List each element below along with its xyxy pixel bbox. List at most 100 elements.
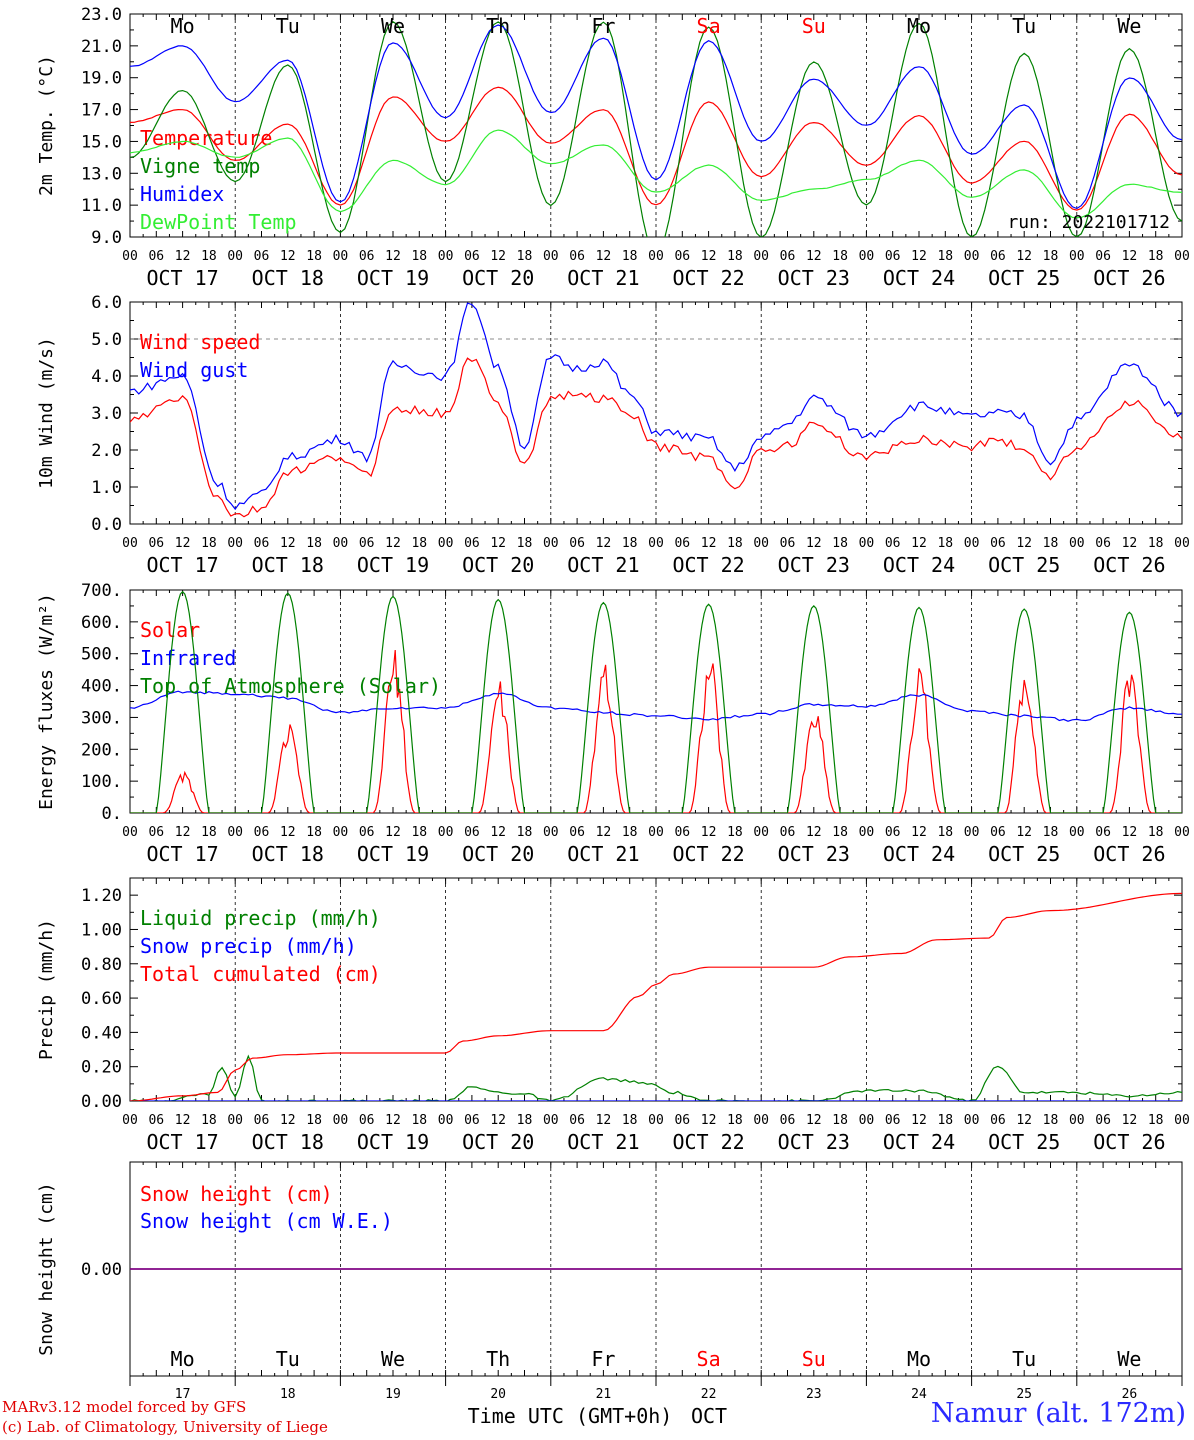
day-name: Tu: [1012, 14, 1036, 38]
legend-entry: Top of Atmosphere (Solar): [140, 674, 441, 698]
credit-model: MARv3.12 model forced by GFS: [2, 1398, 247, 1416]
y-axis-label: Precip (mm/h): [36, 919, 57, 1060]
date-label: OCT 17: [146, 842, 218, 866]
credit-lab: (c) Lab. of Climatology, University of L…: [2, 1418, 328, 1436]
date-label: OCT 19: [357, 1130, 429, 1154]
hour-tick-label: 06: [148, 536, 164, 551]
hour-tick-label: 12: [806, 249, 822, 264]
hour-tick-label: 00: [964, 1113, 980, 1128]
hour-tick-label: 06: [464, 825, 480, 840]
hour-tick-label: 06: [990, 536, 1006, 551]
hour-tick-label: 18: [832, 249, 848, 264]
hour-tick-label: 18: [1148, 536, 1164, 551]
x-axis-title: Time UTC (GMT+0h): [468, 1404, 673, 1428]
hour-tick-label: 06: [674, 249, 690, 264]
hour-tick-label: 00: [753, 1113, 769, 1128]
date-label: OCT 17: [146, 1130, 218, 1154]
y-axis-label: 10m Wind (m/s): [36, 337, 57, 489]
legend-entry: Snow height (cm): [140, 1182, 333, 1206]
legend-entry: DewPoint Temp: [140, 210, 297, 234]
y-tick-label: 0.00: [81, 1092, 122, 1112]
y-tick-label: 700.: [81, 581, 122, 601]
date-label: OCT 18: [252, 553, 324, 577]
hour-tick-label: 06: [1095, 249, 1111, 264]
y-tick-label: 13.0: [81, 164, 122, 184]
y-tick-label: 0.0: [91, 515, 122, 535]
legend-entry: Vigne temp: [140, 154, 260, 178]
hour-tick-label: 00: [122, 536, 138, 551]
day-name: Fr: [591, 14, 615, 38]
hour-tick-label: 18: [201, 825, 217, 840]
hour-tick-label: 00: [1069, 536, 1085, 551]
date-label: OCT 18: [252, 266, 324, 290]
date-label: OCT 21: [567, 553, 639, 577]
hour-tick-label: 00: [333, 249, 349, 264]
date-label: OCT 22: [672, 842, 744, 866]
date-label: OCT 17: [146, 553, 218, 577]
day-name: Th: [486, 14, 510, 38]
y-tick-label: 1.0: [91, 478, 122, 498]
y-tick-label: 1.00: [81, 920, 122, 940]
date-label: OCT 24: [883, 1130, 955, 1154]
y-tick-label: 5.0: [91, 330, 122, 350]
hour-tick-label: 12: [701, 1113, 717, 1128]
hour-tick-label: 00: [227, 1113, 243, 1128]
hour-tick-label: 00: [648, 825, 664, 840]
hour-tick-label: 12: [280, 1113, 296, 1128]
hour-tick-label: 00: [333, 536, 349, 551]
hour-tick-label: 18: [517, 249, 533, 264]
hour-tick-label: 00: [333, 825, 349, 840]
panel-frame: [129, 589, 1183, 814]
date-label: OCT 21: [567, 842, 639, 866]
hour-tick-label: 12: [280, 249, 296, 264]
y-tick-label: 0.20: [81, 1058, 122, 1078]
day-name: Sa: [697, 1347, 721, 1371]
date-label: OCT 26: [1093, 1130, 1165, 1154]
hour-tick-label: 00: [1069, 825, 1085, 840]
hour-tick-label: 00: [1174, 1113, 1190, 1128]
hour-tick-label: 12: [1016, 1113, 1032, 1128]
y-axis-label: Snow height (cm): [36, 1182, 57, 1355]
date-label: OCT 24: [883, 266, 955, 290]
series-line: [130, 357, 1182, 518]
hour-tick-label: 06: [569, 1113, 585, 1128]
hour-tick-label: 12: [385, 249, 401, 264]
hour-tick-label: 00: [753, 825, 769, 840]
hour-tick-label: 06: [1095, 536, 1111, 551]
hour-tick-label: 12: [490, 249, 506, 264]
hour-tick-label: 18: [306, 825, 322, 840]
hour-tick-label: 12: [806, 1113, 822, 1128]
hour-tick-label: 18: [622, 249, 638, 264]
date-label: OCT 20: [462, 266, 534, 290]
hour-tick-label: 06: [990, 249, 1006, 264]
hour-tick-label: 18: [1043, 825, 1059, 840]
series-line: [130, 21, 1182, 237]
legend-entry: Snow precip (mm/h): [140, 934, 357, 958]
hour-tick-label: 18: [1043, 536, 1059, 551]
hour-tick-label: 12: [911, 825, 927, 840]
hour-tick-label: 00: [122, 249, 138, 264]
hour-tick-label: 18: [411, 536, 427, 551]
hour-tick-label: 18: [306, 249, 322, 264]
hour-tick-label: 12: [1122, 825, 1138, 840]
hour-tick-label: 18: [1148, 1113, 1164, 1128]
hour-tick-label: 18: [832, 1113, 848, 1128]
hour-tick-label: 00: [438, 1113, 454, 1128]
hour-tick-label: 06: [148, 1113, 164, 1128]
hour-tick-label: 06: [885, 1113, 901, 1128]
hour-tick-label: 06: [780, 536, 796, 551]
hour-tick-label: 00: [543, 1113, 559, 1128]
hour-tick-label: 00: [227, 825, 243, 840]
hour-tick-label: 12: [1016, 249, 1032, 264]
hour-tick-label: 18: [727, 1113, 743, 1128]
legend-entry: Wind speed: [140, 330, 260, 354]
date-label: OCT 18: [252, 842, 324, 866]
hour-tick-label: 12: [175, 1113, 191, 1128]
hour-tick-label: 18: [517, 536, 533, 551]
legend-entry: Liquid precip (mm/h): [140, 906, 381, 930]
hour-tick-label: 18: [411, 1113, 427, 1128]
y-tick-label: 600.: [81, 613, 122, 633]
panel-frame: [129, 13, 1183, 238]
hour-tick-label: 00: [122, 825, 138, 840]
